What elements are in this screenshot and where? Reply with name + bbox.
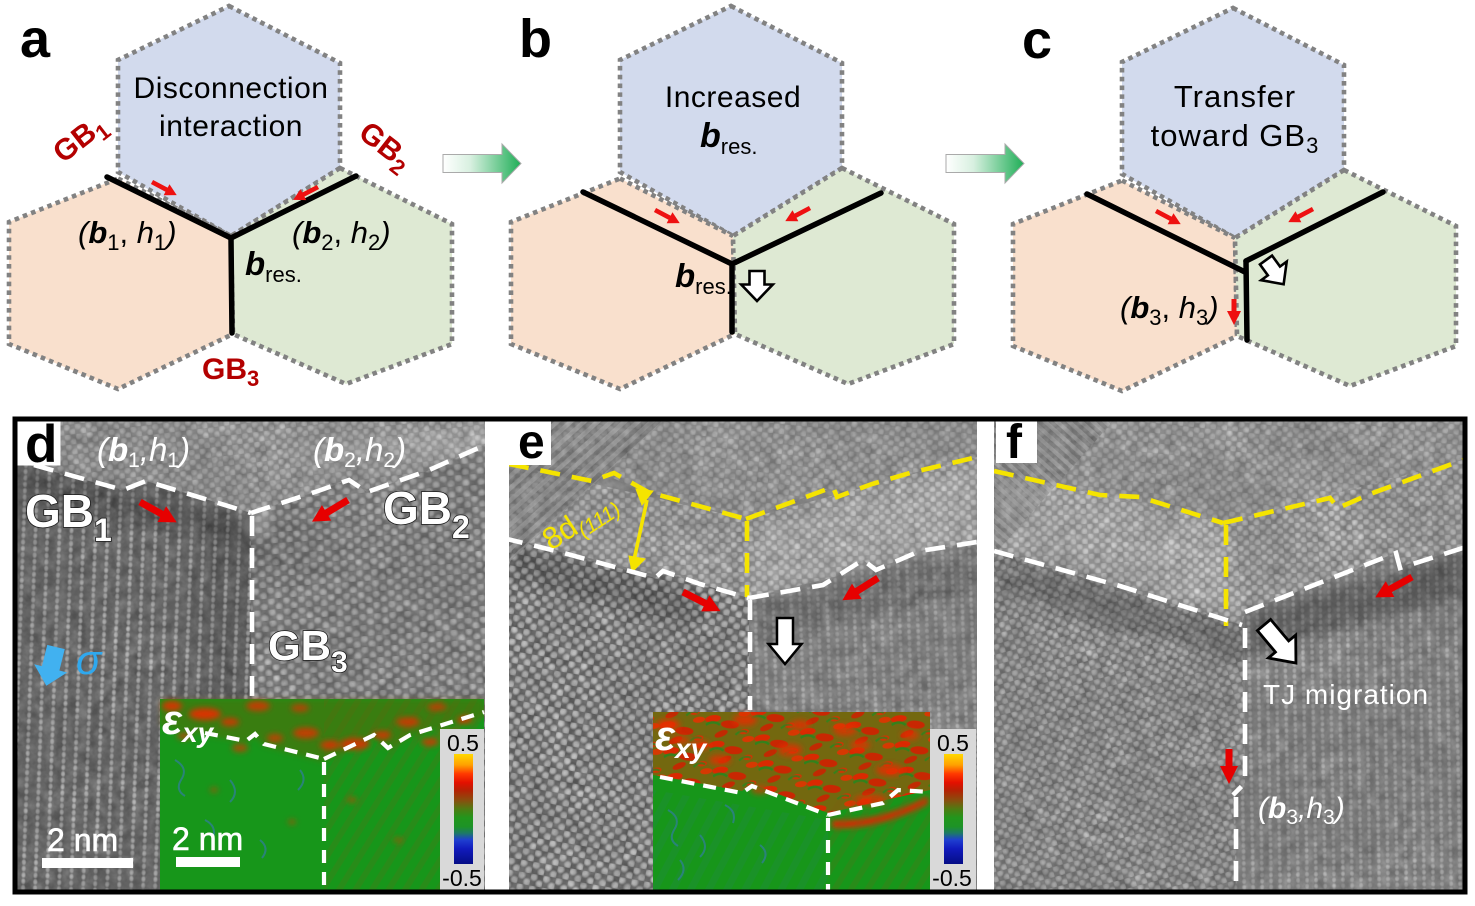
svg-text:-0.5: -0.5 bbox=[442, 865, 482, 891]
svg-text:interaction: interaction bbox=[159, 110, 303, 143]
svg-text:c: c bbox=[1022, 10, 1052, 70]
svg-text:bres.: bres. bbox=[245, 245, 302, 287]
svg-text:(b2, h2): (b2, h2) bbox=[292, 215, 391, 255]
svg-text:(b3, h3): (b3, h3) bbox=[1120, 290, 1219, 330]
svg-text:σ: σ bbox=[76, 636, 103, 683]
svg-text:toward GB3: toward GB3 bbox=[1151, 118, 1320, 158]
svg-text:e: e bbox=[518, 416, 545, 469]
svg-text:Disconnection: Disconnection bbox=[134, 72, 329, 105]
svg-text:TJ migration: TJ migration bbox=[1263, 679, 1429, 710]
svg-text:b: b bbox=[519, 9, 552, 69]
svg-text:(b3,h3): (b3,h3) bbox=[1258, 792, 1345, 829]
svg-text:a: a bbox=[20, 9, 51, 69]
svg-text:-0.5: -0.5 bbox=[932, 865, 972, 891]
svg-text:bres.: bres. bbox=[700, 117, 757, 159]
svg-text:bres.: bres. bbox=[675, 257, 732, 299]
svg-text:Increased: Increased bbox=[665, 81, 801, 114]
svg-text:f: f bbox=[1006, 416, 1023, 469]
svg-text:0.5: 0.5 bbox=[937, 730, 969, 756]
svg-text:(b1,h1): (b1,h1) bbox=[97, 431, 190, 472]
svg-text:(b1, h1): (b1, h1) bbox=[78, 215, 177, 255]
svg-text:2 nm: 2 nm bbox=[172, 821, 243, 857]
svg-text:2 nm: 2 nm bbox=[47, 822, 118, 858]
svg-text:0.5: 0.5 bbox=[447, 730, 479, 756]
svg-text:Transfer: Transfer bbox=[1174, 79, 1296, 114]
svg-text:d: d bbox=[25, 415, 57, 474]
